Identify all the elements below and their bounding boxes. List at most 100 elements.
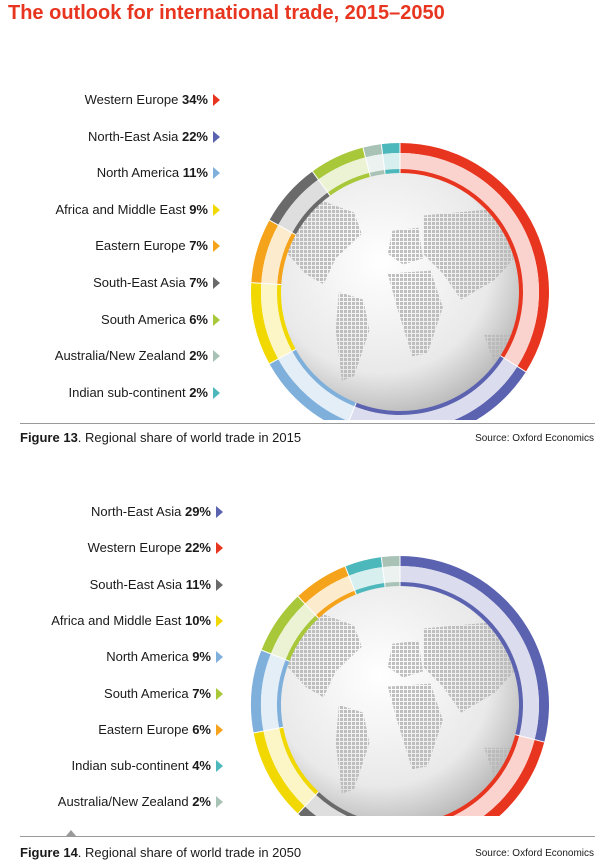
slice-indian-sub-continent [345,557,386,595]
slice-inner-north-east-asia [349,357,518,420]
slice-western-europe [400,143,549,372]
legend-arrow-icon [216,578,223,591]
legend-arrow-icon [216,723,223,736]
source-note: Source: Oxford Economics [475,433,594,444]
legend-item-indian-sub-continent: Indian sub-continent 4% [3,758,211,774]
legend-item-north-america: North America 11% [0,165,208,181]
legend-value: 9% [192,649,211,665]
legend-arrow-icon [216,651,223,664]
slice-outer-australia-new-zealand [381,556,400,568]
source-note: Source: Oxford Economics [475,848,594,859]
slice-separator [362,147,371,177]
slice-outer-australia-new-zealand [362,144,383,158]
legend-label: South America [104,685,189,701]
slice-separator [261,649,290,662]
legend-value: 29% [184,504,211,519]
figure-label: Figure 13 [20,430,78,445]
slice-rim-africa-and-middle-east [276,284,296,352]
slice-outer-south-east-asia [269,171,319,226]
legend-label: North-East Asia [91,504,182,519]
legend-label: Western Europe [84,92,179,107]
legend-label: Indian sub-continent [68,384,186,400]
slice-africa-and-middle-east [253,727,319,814]
legend-label: Eastern Europe [98,721,189,737]
slice-rim-north-east-asia [354,355,504,415]
slice-separator [269,219,296,236]
legend-value: 11% [185,576,211,592]
legend-value: 2% [189,348,208,364]
legend-value: 6% [192,721,211,737]
slice-outer-africa-and-middle-east [253,731,305,814]
legend-arrow-icon [213,313,220,326]
legend-value: 34% [181,92,208,107]
legend-item-western-europe: Western Europe 22% [3,540,211,556]
slice-separator [515,734,545,743]
figure-14-panel: North-East Asia 29% Western Europe 22% Sou… [0,466,600,866]
slice-separator [500,355,527,373]
slice-africa-and-middle-east [251,282,296,364]
slice-rim-south-america [327,172,371,196]
slice-rim-eastern-europe [315,590,357,619]
legend-arrow-icon [216,796,223,809]
legend-label: Australia/New Zealand [54,348,186,364]
legend-arrow-icon [216,687,223,700]
divider [20,836,595,837]
legend-value: 22% [184,540,211,556]
legend-item-north-america: North America 9% [3,649,211,665]
donut-chart-2050 [251,556,549,816]
legend-label: Australia/New Zealand [57,794,189,810]
legend-label: Western Europe [87,540,182,556]
legend-value: 2% [189,384,208,400]
slice-north-america [251,650,290,733]
legend-item-eastern-europe: Eastern Europe 7% [0,238,208,254]
legend-label: North America [96,165,180,181]
page-title: The outlook for international trade, 201… [8,2,445,24]
legend-arrow-icon [213,130,220,143]
slice-inner-indian-sub-continent [382,153,400,170]
slice-outer-western-europe [483,739,545,816]
legend-value: 6% [189,311,208,327]
figure-caption: Figure 13. Regional share of world trade… [20,430,301,445]
continent-shape-4 [422,207,526,300]
slice-separator [312,171,331,197]
slice-outer-eastern-europe [251,220,279,284]
slice-north-east-asia [400,556,549,743]
slice-inner-eastern-europe [304,575,355,616]
slice-australia-new-zealand [381,556,400,587]
slice-separator [269,348,296,365]
slice-separator [297,596,319,619]
caption-text: . Regional share of world trade in 2015 [77,430,302,445]
legend-value: 2% [192,794,211,810]
slice-eastern-europe [251,220,296,285]
slice-rim-south-east-asia [315,791,358,816]
slice-inner-africa-and-middle-east [261,283,293,359]
slice-inner-south-east-asia [278,179,328,233]
slice-inner-south-america [270,603,316,660]
slice-inner-western-europe [452,735,535,816]
slice-outer-south-america [312,147,366,180]
slice-inner-indian-sub-continent [348,567,385,591]
figure-13-panel: Western Europe 34% North-East Asia 22% Nor… [0,70,600,452]
legend-value: 4% [192,758,211,774]
legend-label: South America [101,311,186,327]
legend-item-australia-new-zealand: Australia/New Zealand 2% [0,348,208,364]
slice-rim-north-america [276,659,290,729]
legend-value: 7% [192,685,211,701]
slice-outer-indian-sub-continent [381,143,400,155]
legend-label: Eastern Europe [95,238,186,254]
slice-south-east-asia [269,171,331,235]
legend-arrow-icon [216,614,223,627]
slice-inner-australia-new-zealand [382,566,400,583]
legend-item-australia-new-zealand: Australia/New Zealand 2% [3,794,211,810]
legend-item-north-east-asia: North-East Asia 29% [3,504,211,520]
legend-arrow-icon [213,386,220,399]
slice-inner-north-east-asia [400,566,539,740]
slice-separator [380,557,386,588]
slice-rim-indian-sub-continent [354,582,386,595]
slice-outer-north-east-asia [454,366,526,420]
legend-value: 22% [181,128,208,144]
slice-outer-africa-and-middle-east [251,282,279,364]
legend-value: 7% [189,275,208,290]
slice-inner-western-europe [400,153,539,367]
slice-inner-south-america [318,157,370,193]
